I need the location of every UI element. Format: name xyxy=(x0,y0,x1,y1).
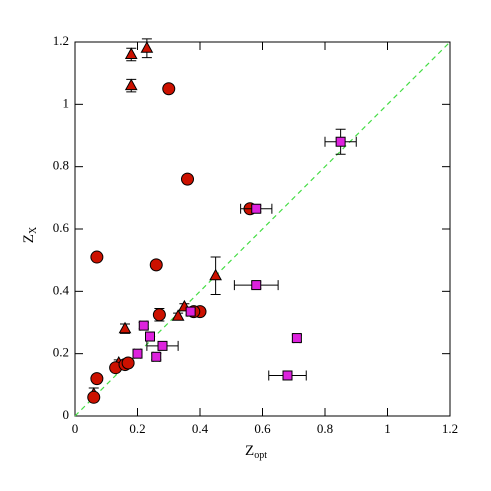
x-tick-label: 0.6 xyxy=(254,421,271,436)
x-tick-label: 1.2 xyxy=(442,421,458,436)
point xyxy=(118,321,132,334)
point xyxy=(152,308,166,322)
point xyxy=(181,172,194,186)
point xyxy=(157,340,168,351)
y-tick-label: 1.2 xyxy=(53,33,69,48)
y-tick-label: 0.6 xyxy=(53,220,70,235)
y-tick-label: 0 xyxy=(63,407,70,422)
x-tick-label: 0.4 xyxy=(192,421,209,436)
y-tick-label: 0.4 xyxy=(53,282,70,297)
x-axis-label: Zopt xyxy=(245,443,267,461)
y-label-sub: X xyxy=(28,226,39,234)
point xyxy=(151,351,162,362)
point xyxy=(149,258,163,272)
y-tick-label: 0.2 xyxy=(53,345,69,360)
point xyxy=(140,41,154,53)
y-label-main: Z xyxy=(21,234,37,243)
point xyxy=(291,333,302,344)
point xyxy=(124,78,138,91)
point xyxy=(87,390,101,404)
point xyxy=(138,320,149,331)
point xyxy=(121,356,135,370)
point xyxy=(90,250,104,264)
point xyxy=(162,82,176,96)
point xyxy=(335,136,346,147)
point xyxy=(185,306,196,317)
x-label-sub: opt xyxy=(254,450,267,461)
y-axis-label: ZX xyxy=(21,226,39,243)
x-tick-label: 0.8 xyxy=(317,421,333,436)
point xyxy=(209,268,222,281)
point xyxy=(124,47,138,59)
point xyxy=(251,203,262,214)
y-tick-label: 1 xyxy=(63,95,70,110)
point xyxy=(145,331,155,342)
reference-line xyxy=(74,41,451,417)
point xyxy=(251,280,262,291)
y-tick-label: 0.8 xyxy=(53,158,69,173)
point xyxy=(90,372,104,386)
x-label-main: Z xyxy=(245,443,254,459)
point xyxy=(282,370,293,381)
x-tick-label: 0 xyxy=(72,421,79,436)
x-tick-label: 0.2 xyxy=(129,421,145,436)
point xyxy=(171,309,185,321)
point xyxy=(132,348,143,359)
x-tick-label: 1 xyxy=(384,421,391,436)
